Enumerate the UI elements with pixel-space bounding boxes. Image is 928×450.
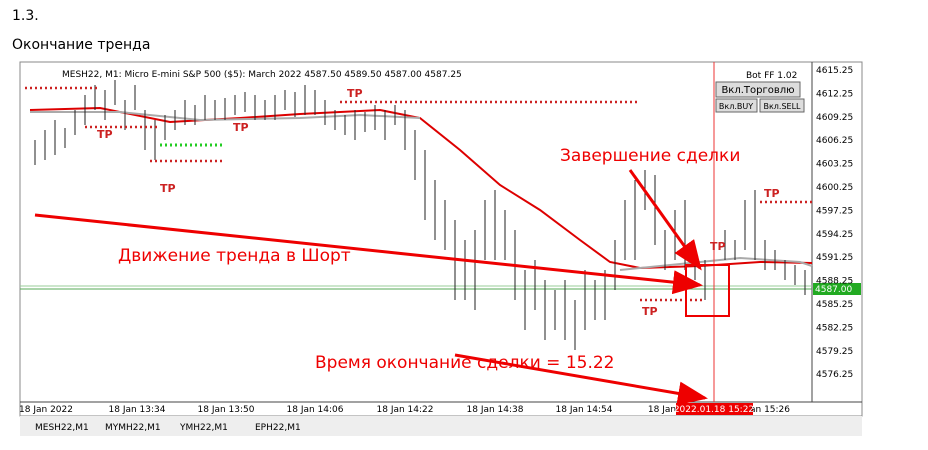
time-tick-label: 18 Jan 13:34 [109,405,166,415]
annotation: Время окончание сделки = 15.22 [315,353,615,373]
annotation: Движение тренда в Шорт [118,246,351,266]
annotation: Завершение сделки [560,146,740,166]
chart-tab[interactable]: EPH22,M1 [255,423,301,433]
time-tick-label: 18 Jan 14:38 [467,405,524,415]
toggle-button[interactable]: Вкл.BUY [719,102,753,111]
time-tick-label: 18 Jan 13:50 [198,405,255,415]
button-bg [715,81,801,98]
time-tick-label: 18 Jan [648,405,676,415]
cursor-time: 2022.01.18 15:22 [674,405,754,415]
button-bg [715,98,758,113]
chart-tab[interactable]: MESH22,M1 [35,423,89,433]
current-price: 4587.00 [815,285,852,295]
tp-label: TP [347,87,363,100]
price-tick-label: 4576.25 [816,370,853,380]
tab-bar [20,416,862,436]
time-tick-label: 18 Jan 14:22 [377,405,434,415]
symbol-info: MESH22, M1: Micro E-mini S&P 500 ($5): M… [62,70,462,80]
price-tick-label: 4606.25 [816,136,853,146]
toggle-button[interactable]: Вкл.SELL [763,102,801,111]
price-tick-label: 4603.25 [816,160,853,170]
price-tick-label: 4585.25 [816,300,853,310]
toggle-button[interactable]: Вкл.Торговлю [721,85,794,96]
chart-tab[interactable]: YMH22,M1 [179,423,228,433]
tp-label: TP [160,182,176,195]
price-tick-label: 4609.25 [816,113,853,123]
price-tick-label: 4588.25 [816,277,853,287]
price-tick-label: 4591.25 [816,253,853,263]
time-tick-label: 18 Jan 14:54 [556,405,613,415]
current-price-box [813,283,861,295]
section-title: Окончание тренда [12,37,151,53]
time-tick-label: an 15:26 [750,405,790,415]
bot-name: Bot FF 1.02 [746,71,797,81]
price-tick-label: 4597.25 [816,206,853,216]
tp-label: TP [97,128,113,141]
chart-tab[interactable]: MYMH22,M1 [105,423,161,433]
price-tick-label: 4615.25 [816,66,853,76]
time-tick-label: 18 Jan 2022 [19,405,73,415]
button-bg [759,98,805,113]
tp-label: TP [642,305,658,318]
price-tick-label: 4612.25 [816,89,853,99]
tp-label: TP [710,240,726,253]
trade-levels [25,86,812,302]
tp-label: TP [233,121,249,134]
price-tick-label: 4600.25 [816,183,853,193]
tp-label: TP [764,187,780,200]
section-number: 1.3. [12,8,39,24]
arrows [34,169,708,406]
price-tick-label: 4579.25 [816,347,853,357]
price-tick-label: 4582.25 [816,323,853,333]
price-tick-label: 4594.25 [816,230,853,240]
cursor-time-box [676,403,753,415]
time-tick-label: 18 Jan 14:06 [287,405,344,415]
